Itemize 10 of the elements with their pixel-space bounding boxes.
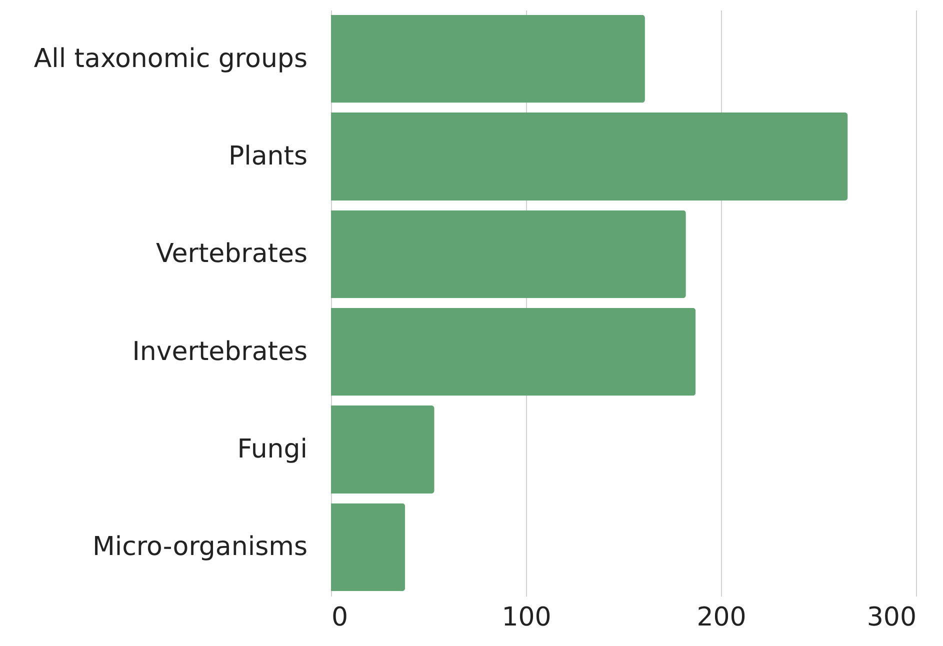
x-tick-label: 0	[332, 602, 348, 632]
y-tick-label: All taxonomic groups	[34, 44, 308, 74]
x-tick-label: 200	[696, 602, 746, 632]
y-tick-label: Fungi	[237, 434, 308, 464]
x-tick-label: 100	[502, 602, 552, 632]
y-tick-label: Plants	[228, 142, 308, 172]
y-tick-label: Micro-organisms	[92, 532, 308, 562]
y-tick-label: Vertebrates	[156, 239, 308, 270]
y-tick-label: Invertebrates	[132, 336, 308, 367]
x-tick-label: 300	[866, 602, 916, 632]
